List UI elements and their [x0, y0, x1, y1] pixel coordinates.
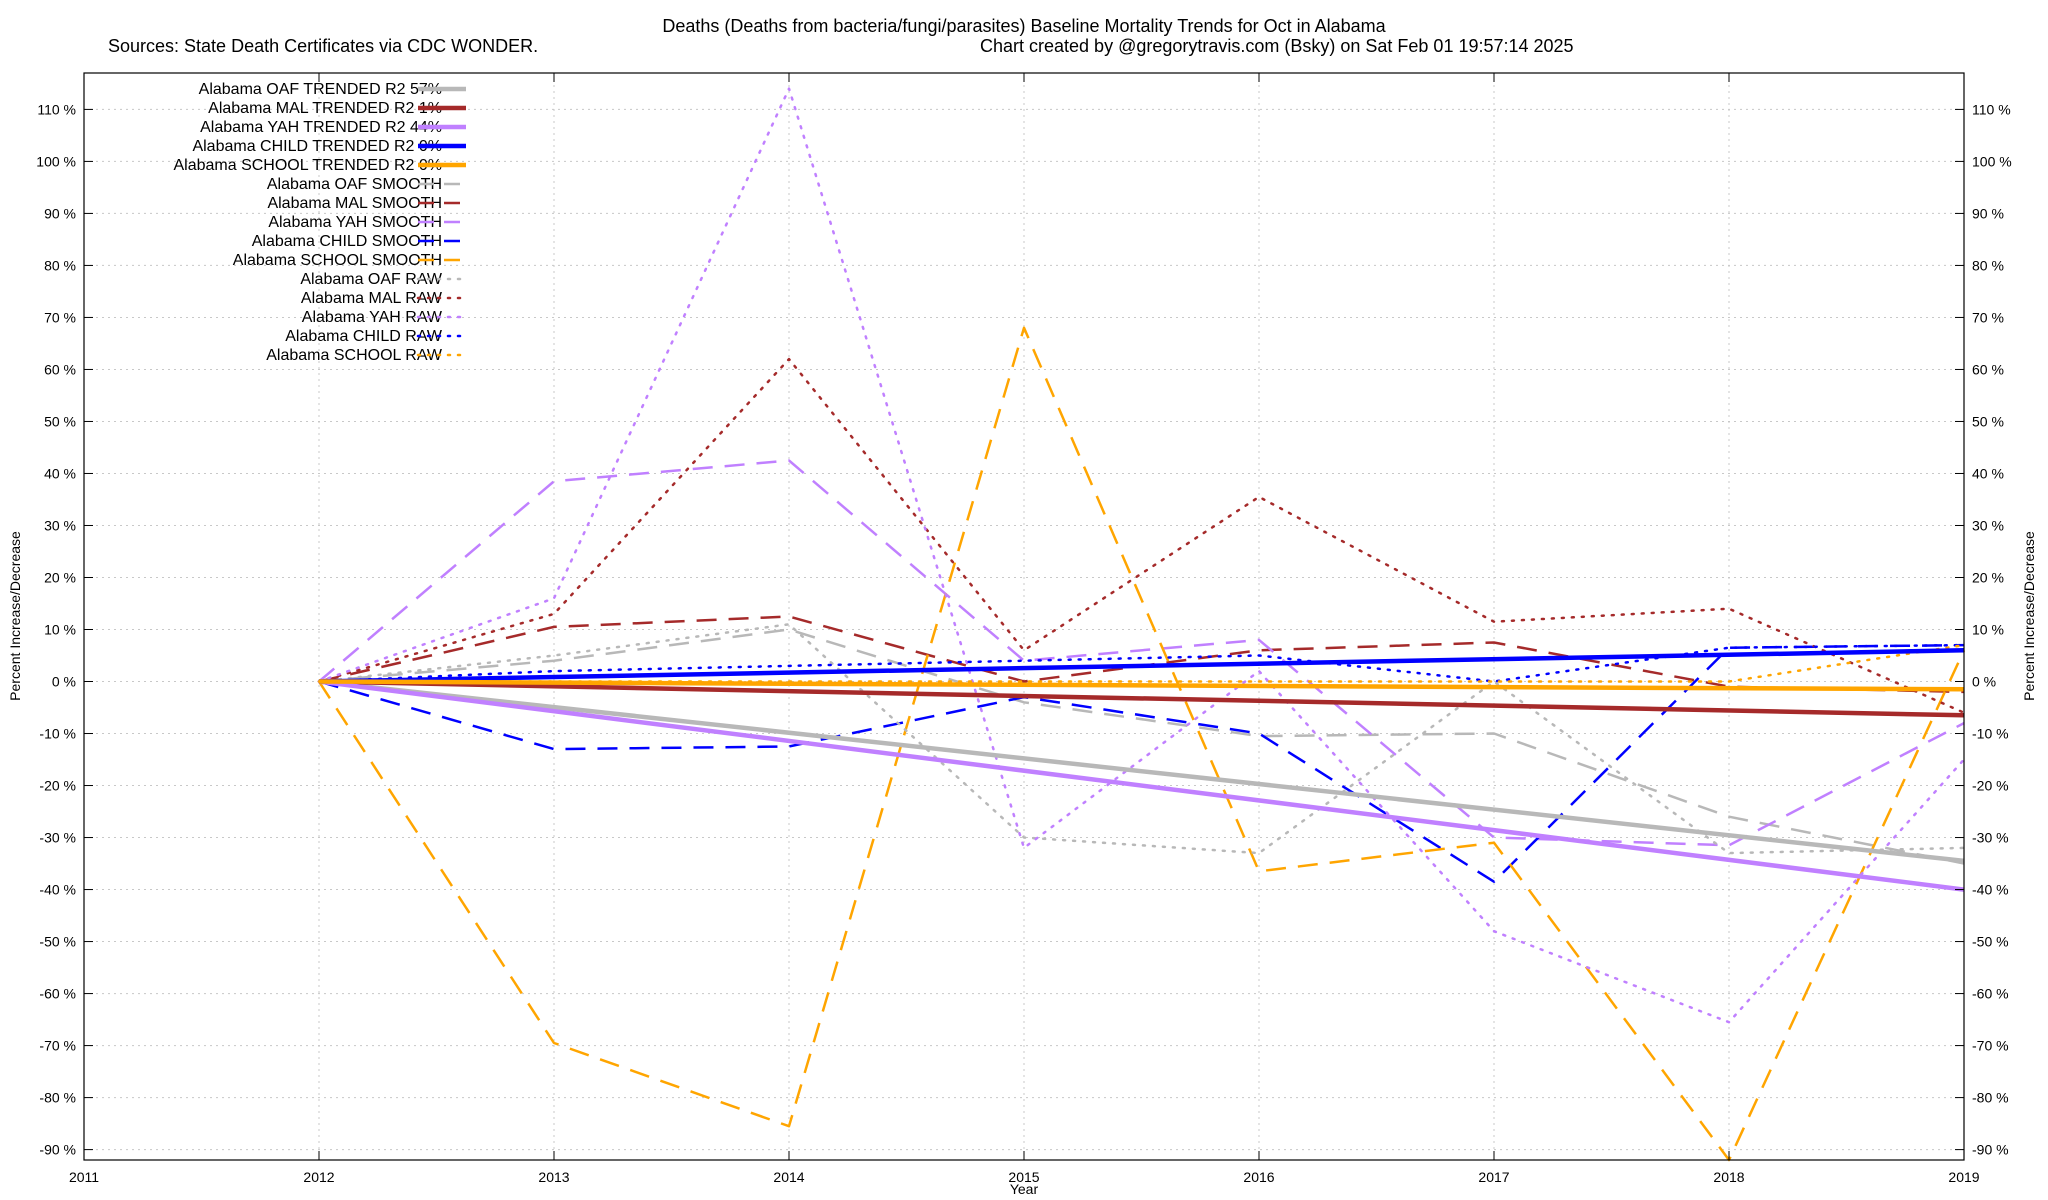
x-tick-label: 2017 [1478, 1169, 1509, 1185]
y-tick-label-right: 100 % [1972, 153, 2012, 169]
y-tick-label-left: -90 % [39, 1142, 76, 1158]
x-tick-label: 2015 [1008, 1169, 1039, 1185]
y-tick-label-right: 60 % [1972, 361, 2004, 377]
legend-label-child-raw: Alabama CHILD RAW [285, 328, 443, 345]
legend-label-yah-smooth: Alabama YAH SMOOTH [268, 214, 442, 231]
y-tick-label-right: 0 % [1972, 674, 1996, 690]
grid [84, 73, 1964, 1160]
y-tick-label-left: 110 % [37, 101, 76, 117]
series-line-mal-raw [317, 357, 1966, 714]
x-axis-label: Year [1010, 1181, 1039, 1197]
y-tick-label-left: 0 % [52, 674, 76, 690]
y-tick-label-left: 20 % [44, 569, 76, 585]
y-tick-label-left: 40 % [44, 465, 76, 481]
x-tick-label: 2012 [303, 1169, 334, 1185]
series-line-oaf-raw [317, 623, 1966, 855]
y-tick-label-left: 80 % [44, 257, 76, 273]
y-tick-label-left: -40 % [39, 882, 76, 898]
legend-label-mal-raw: Alabama MAL RAW [301, 290, 443, 307]
legend-label-child-trended: Alabama CHILD TRENDED R2 0% [192, 138, 442, 155]
legend-label-yah-trended: Alabama YAH TRENDED R2 44% [200, 119, 442, 136]
legend-label-mal-smooth: Alabama MAL SMOOTH [267, 195, 442, 212]
y-tick-label-right: -10 % [1972, 726, 2009, 742]
legend-label-child-smooth: Alabama CHILD SMOOTH [252, 233, 442, 250]
y-tick-label-right: -50 % [1972, 934, 2009, 950]
y-tick-label-right: -80 % [1972, 1090, 2009, 1106]
y-axis-label-left: Percent Increase/Decrease [7, 531, 23, 701]
series-line-yah-raw [317, 87, 1966, 1024]
y-tick-label-right: 80 % [1972, 257, 2004, 273]
legend: Alabama OAF TRENDED R2 57% Alabama MAL TR… [173, 81, 468, 364]
x-tick-label: 2019 [1948, 1169, 1979, 1185]
y-tick-label-right: 20 % [1972, 569, 2004, 585]
series-line-child-trended [318, 648, 1965, 684]
y-tick-label-left: -60 % [39, 986, 76, 1002]
series-line-yah-trended [318, 679, 1965, 892]
series-line-yah-smooth [318, 459, 1965, 847]
y-tick-label-right: 110 % [1972, 101, 2011, 117]
y-tick-label-right: -30 % [1972, 830, 2009, 846]
legend-label-school-trended: Alabama SCHOOL TRENDED R2 0% [173, 157, 442, 174]
y-tick-label-left: -70 % [39, 1038, 76, 1054]
series-line-oaf-smooth [318, 628, 1965, 865]
series-line-child-raw [317, 643, 1966, 683]
y-tick-label-right: -60 % [1972, 986, 2009, 1002]
y-tick-label-left: -50 % [39, 934, 76, 950]
series-line-school-smooth [317, 326, 1966, 1162]
y-tick-label-right: -40 % [1972, 882, 2009, 898]
y-tick-label-left: 50 % [44, 413, 76, 429]
series-lines [317, 87, 1966, 1162]
y-tick-label-left: 60 % [44, 361, 76, 377]
y-tick-label-right: -20 % [1972, 778, 2009, 794]
x-tick-label: 2013 [538, 1169, 569, 1185]
chart-subtitle-credit: Chart created by @gregorytravis.com (Bsk… [980, 36, 1574, 56]
y-tick-label-right: 70 % [1972, 309, 2004, 325]
y-tick-label-left: -30 % [39, 830, 76, 846]
y-tick-label-left: 10 % [44, 622, 76, 638]
series-line-school-trended [318, 679, 1965, 692]
y-tick-label-right: 90 % [1972, 205, 2004, 221]
y-tick-label-left: -20 % [39, 778, 76, 794]
y-tick-label-left: 70 % [44, 309, 76, 325]
y-tick-label-left: 90 % [44, 205, 76, 221]
chart-subtitle-sources: Sources: State Death Certificates via CD… [108, 36, 538, 56]
legend-label-oaf-smooth: Alabama OAF SMOOTH [267, 176, 442, 193]
x-tick-label: 2014 [773, 1169, 804, 1185]
axis-ticks: 110 % 110 % 100 % 100 % 90 % 90 % 80 % 80 % 70 %… [36, 73, 2012, 1185]
legend-label-mal-trended: Alabama MAL TRENDED R2 1% [208, 100, 442, 117]
y-tick-label-right: 30 % [1972, 517, 2004, 533]
chart-title: Deaths (Deaths from bacteria/fungi/paras… [662, 16, 1386, 36]
y-tick-label-right: -70 % [1972, 1038, 2009, 1054]
y-tick-label-right: 10 % [1972, 622, 2004, 638]
y-tick-label-left: -80 % [39, 1090, 76, 1106]
series-line-school-raw [317, 643, 1966, 683]
x-tick-label: 2016 [1243, 1169, 1274, 1185]
y-tick-label-left: -10 % [39, 726, 76, 742]
series-line-mal-trended [318, 679, 1965, 718]
legend-label-oaf-raw: Alabama OAF RAW [300, 271, 443, 288]
legend-label-school-smooth: Alabama SCHOOL SMOOTH [233, 252, 442, 269]
y-tick-label-left: 100 % [36, 153, 76, 169]
y-axis-label-right: Percent Increase/Decrease [2021, 531, 2037, 701]
legend-label-yah-raw: Alabama YAH RAW [302, 309, 443, 326]
legend-label-oaf-trended: Alabama OAF TRENDED R2 57% [199, 81, 442, 98]
legend-label-school-raw: Alabama SCHOOL RAW [266, 347, 443, 364]
x-tick-label: 2018 [1713, 1169, 1744, 1185]
y-tick-label-right: 50 % [1972, 413, 2004, 429]
y-tick-label-right: -90 % [1972, 1142, 2009, 1158]
y-tick-label-right: 40 % [1972, 465, 2004, 481]
y-tick-label-left: 30 % [44, 517, 76, 533]
x-tick-label: 2011 [69, 1169, 99, 1185]
series-line-oaf-trended [318, 679, 1965, 864]
